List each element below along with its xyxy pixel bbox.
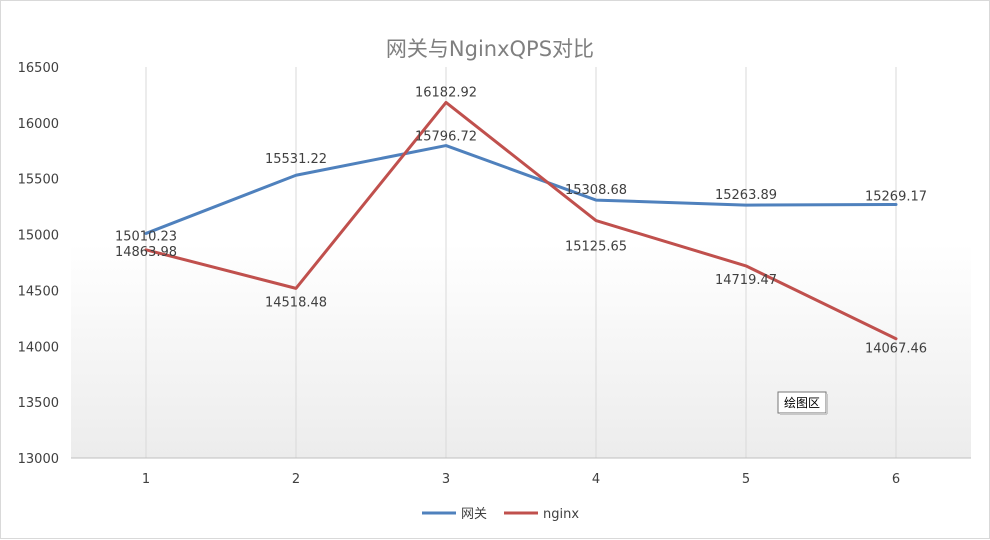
y-tick-label: 15000 [18,229,59,244]
plot-area[interactable] [71,67,971,458]
data-label: 14067.46 [865,342,927,357]
legend-label: nginx [543,507,579,522]
data-label: 15308.68 [565,183,627,198]
x-tick-label: 3 [442,472,450,487]
data-label: 15531.22 [265,152,327,167]
data-label: 16182.92 [415,85,477,100]
data-label: 15796.72 [415,130,477,145]
data-label: 15263.89 [715,188,777,203]
data-label: 15125.65 [565,240,627,255]
legend: 网关 nginx [422,507,579,522]
series-line-2[interactable] [144,100,898,341]
chart-title: 网关与NginxQPS对比 [386,37,594,61]
y-tick-label: 13500 [18,396,59,411]
x-tick-label: 6 [892,472,900,487]
gridlines [145,67,897,458]
y-tick-label: 16000 [18,117,59,132]
series-line-1[interactable] [144,144,898,235]
data-label: 14863.98 [115,245,177,260]
y-axis: 16500 16000 15500 15000 14500 14000 13500 13000 [18,61,59,467]
x-axis: 1 2 3 4 5 6 [71,457,971,487]
y-tick-label: 13000 [18,452,59,467]
y-tick-label: 14500 [18,284,59,299]
tooltip-text: 绘图区 [784,395,820,410]
series-lines [144,100,898,341]
data-labels: 15010.23 15531.22 15796.72 15308.68 15263.89… [115,85,927,356]
y-tick-label: 15500 [18,173,59,188]
data-label: 14719.47 [715,273,777,288]
legend-label: 网关 [461,507,487,522]
y-tick-label: 14000 [18,340,59,355]
x-tick-label: 2 [292,472,300,487]
x-tick-label: 4 [592,472,600,487]
x-tick-label: 5 [742,472,750,487]
data-label: 14518.48 [265,295,327,310]
plot-area-tooltip: 绘图区 [777,391,828,415]
y-tick-label: 16500 [18,61,59,76]
data-label: 15269.17 [865,190,927,205]
data-label: 15010.23 [115,229,177,244]
x-tick-label: 1 [142,472,150,487]
